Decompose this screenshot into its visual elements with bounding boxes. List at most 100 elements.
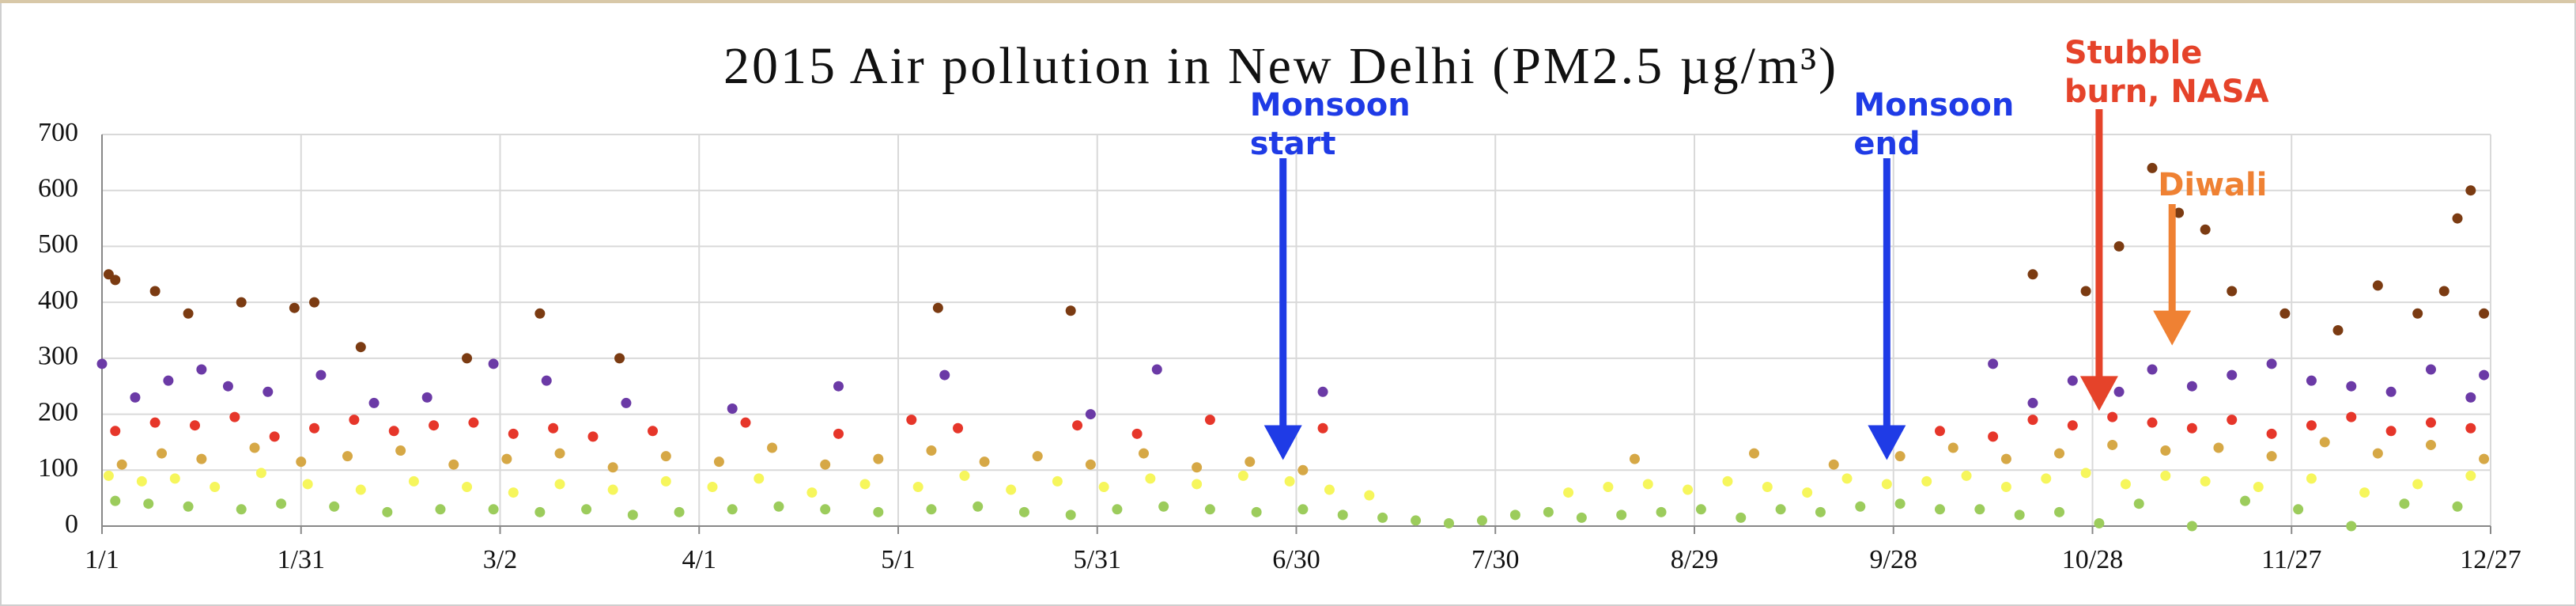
point <box>2452 501 2463 512</box>
point <box>169 473 180 484</box>
point <box>2332 325 2344 335</box>
point <box>1656 506 1667 517</box>
point <box>435 504 446 515</box>
point <box>103 470 114 481</box>
point <box>2412 479 2423 490</box>
point <box>1138 448 1149 459</box>
point <box>2306 375 2317 386</box>
point <box>2067 375 2078 386</box>
point <box>2240 495 2251 506</box>
point <box>462 482 473 492</box>
point <box>2479 369 2490 381</box>
point <box>1377 512 1388 523</box>
point <box>1828 459 1839 470</box>
point <box>408 475 419 487</box>
point <box>269 431 280 442</box>
point <box>1934 504 1945 515</box>
point <box>953 422 964 434</box>
point <box>621 397 632 408</box>
point <box>2080 286 2091 297</box>
point <box>2054 448 2065 459</box>
annotation-text: burn, NASA <box>2064 74 2269 110</box>
point <box>96 358 108 369</box>
x-tick-label: 1/1 <box>85 545 119 574</box>
point <box>2113 241 2125 252</box>
point <box>157 448 168 459</box>
point <box>1098 482 1109 492</box>
series <box>116 437 2490 475</box>
point <box>488 358 499 369</box>
point <box>355 484 366 495</box>
point <box>660 451 671 462</box>
point <box>382 506 393 517</box>
point <box>2465 185 2476 196</box>
point <box>2385 386 2397 397</box>
point <box>2080 468 2091 479</box>
annotation-text: Stubble <box>2064 35 2203 71</box>
point <box>820 504 831 515</box>
annotation-text: Monsoon <box>1853 87 2014 123</box>
point <box>1543 506 1554 517</box>
point <box>926 504 937 515</box>
point <box>534 506 546 517</box>
point <box>163 375 174 386</box>
point <box>349 415 360 426</box>
series <box>110 495 2463 532</box>
point <box>554 448 565 459</box>
point <box>2346 411 2357 422</box>
point <box>2000 453 2011 464</box>
point <box>1006 484 1017 495</box>
point <box>713 456 724 468</box>
point <box>255 468 266 479</box>
point <box>1509 509 1520 521</box>
point <box>1921 475 1932 487</box>
point <box>2412 308 2423 319</box>
point <box>501 453 512 464</box>
y-tick-label: 100 <box>38 453 78 483</box>
point <box>329 501 340 512</box>
x-tick-label: 4/1 <box>682 545 716 574</box>
point <box>2054 506 2065 517</box>
point <box>1988 431 1999 442</box>
point <box>627 509 638 521</box>
point <box>2279 308 2291 319</box>
point <box>189 420 200 431</box>
point <box>773 501 784 512</box>
point <box>196 453 207 464</box>
point <box>2027 415 2038 426</box>
point <box>1297 504 1309 515</box>
point <box>1151 364 1162 375</box>
point <box>2306 473 2317 484</box>
point <box>2465 392 2476 403</box>
point <box>1112 504 1123 515</box>
point <box>2266 451 2277 462</box>
point <box>2094 517 2105 528</box>
point <box>1192 462 1203 473</box>
point <box>488 504 499 515</box>
point <box>1065 305 1076 316</box>
point <box>1815 506 1826 517</box>
x-tick-label: 3/2 <box>483 545 517 574</box>
annotation-arrow-head <box>1868 425 1906 460</box>
point <box>2107 439 2118 450</box>
point <box>2372 448 2383 459</box>
point <box>1317 422 1328 434</box>
annotation-text: end <box>1853 126 1920 162</box>
series <box>103 468 2476 501</box>
point <box>932 302 943 313</box>
point <box>1131 428 1143 439</box>
point <box>534 308 546 319</box>
point <box>1576 512 1587 523</box>
point <box>1775 504 1786 515</box>
point <box>581 504 592 515</box>
point <box>210 482 221 492</box>
point <box>660 475 671 487</box>
point <box>2452 213 2463 224</box>
point <box>136 475 147 487</box>
point <box>249 442 260 453</box>
point <box>2147 162 2158 173</box>
x-tick-label: 10/28 <box>2062 545 2123 574</box>
series <box>110 411 2476 442</box>
series <box>103 162 2490 364</box>
point <box>1749 448 1760 459</box>
